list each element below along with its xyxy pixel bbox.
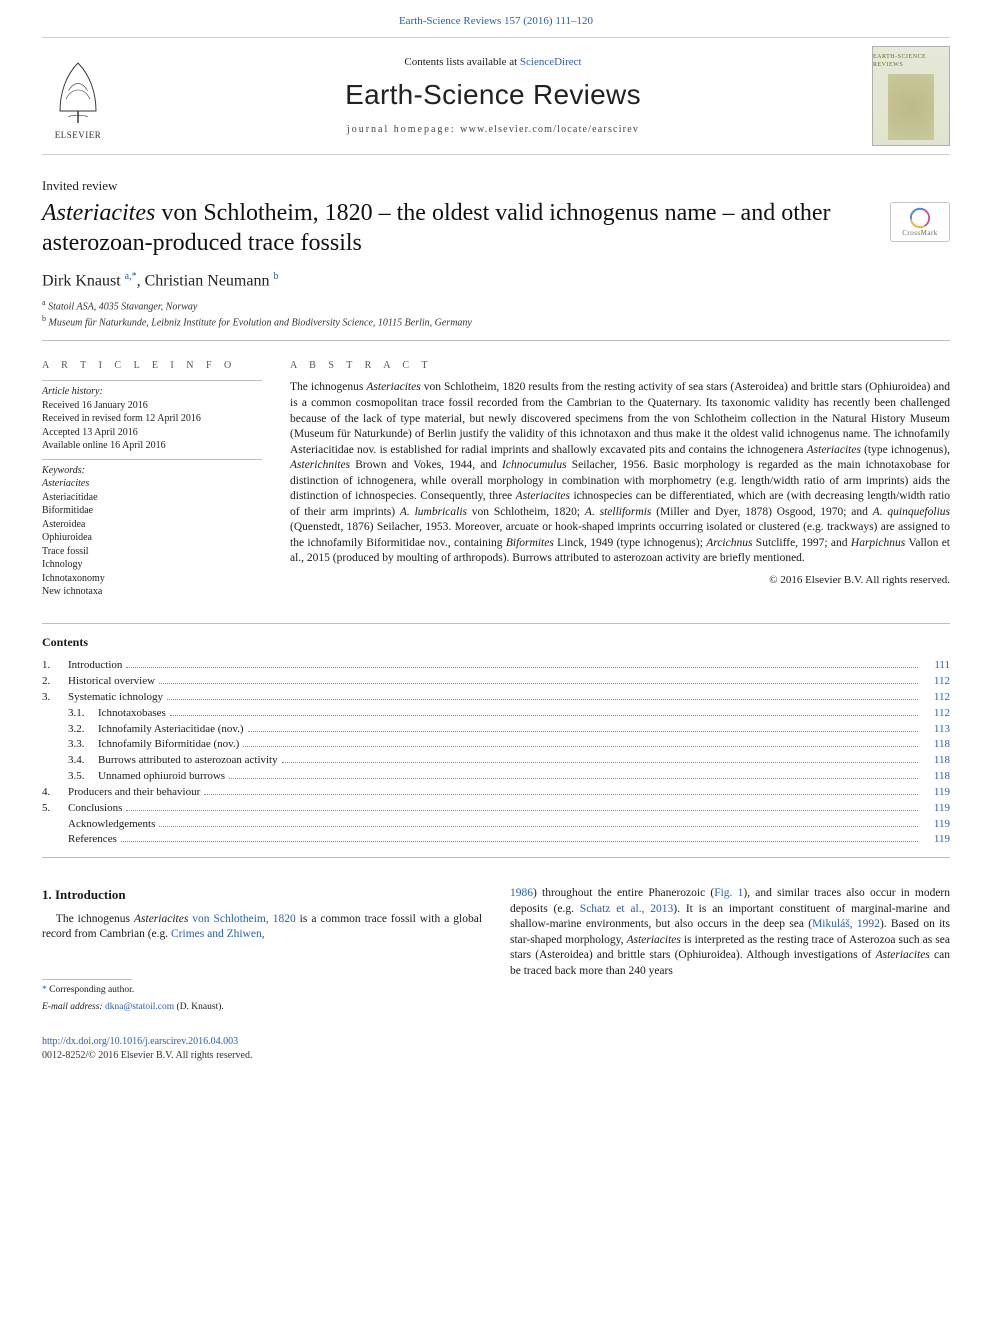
toc-page-link[interactable]: 119	[922, 817, 950, 832]
toc-entry[interactable]: 5.Conclusions119	[42, 801, 950, 816]
article-history-label: Article history:	[42, 385, 262, 399]
toc-entry[interactable]: 3.Systematic ichnology112	[42, 690, 950, 705]
toc-entry[interactable]: Acknowledgements119	[42, 817, 950, 832]
abstract-heading: A B S T R A C T	[290, 359, 950, 373]
keyword: Asteriacitidae	[42, 491, 262, 505]
article-type-label: Invited review	[42, 177, 950, 195]
right-column: 1986) throughout the entire Phanerozoic …	[510, 886, 950, 1013]
toc-page-link[interactable]: 112	[922, 706, 950, 721]
author-email-link[interactable]: dkna@statoil.com	[105, 1002, 174, 1012]
journal-title: Earth-Science Reviews	[114, 76, 872, 114]
journal-cover-thumbnail[interactable]: EARTH-SCIENCE REVIEWS	[872, 46, 950, 146]
toc-entry[interactable]: 2.Historical overview112	[42, 674, 950, 689]
toc-page-link[interactable]: 119	[922, 801, 950, 816]
citation-link[interactable]: 1986	[510, 887, 533, 899]
copyright-line: © 2016 Elsevier B.V. All rights reserved…	[290, 573, 950, 588]
footer: http://dx.doi.org/10.1016/j.earscirev.20…	[42, 1035, 950, 1062]
divider	[42, 623, 950, 624]
publisher-logo[interactable]: ELSEVIER	[42, 51, 114, 141]
article-info-column: A R T I C L E I N F O Article history: R…	[42, 359, 262, 599]
authors-line: Dirk Knaust a,*, Christian Neumann b	[42, 270, 950, 292]
author-affil-sup[interactable]: b	[273, 271, 278, 282]
crossmark-badge[interactable]: CrossMark	[890, 202, 950, 242]
issn-copyright: 0012-8252/© 2016 Elsevier B.V. All right…	[42, 1049, 950, 1063]
keyword: Trace fossil	[42, 545, 262, 559]
keyword: New ichnotaxa	[42, 585, 262, 599]
history-line: Accepted 13 April 2016	[42, 426, 262, 440]
history-line: Received 16 January 2016	[42, 399, 262, 413]
toc-entry[interactable]: 3.1.Ichnotaxobases112	[42, 706, 950, 721]
doi-link[interactable]: http://dx.doi.org/10.1016/j.earscirev.20…	[42, 1035, 950, 1049]
toc-page-link[interactable]: 111	[922, 658, 950, 673]
article-info-heading: A R T I C L E I N F O	[42, 359, 262, 373]
toc-entry[interactable]: 3.3.Ichnofamily Biformitidae (nov.)118	[42, 737, 950, 752]
toc-page-link[interactable]: 119	[922, 832, 950, 847]
publisher-name: ELSEVIER	[55, 129, 102, 141]
left-column: 1. Introduction The ichnogenus Asteriaci…	[42, 886, 482, 1013]
divider	[42, 857, 950, 858]
toc-page-link[interactable]: 118	[922, 753, 950, 768]
citation-link[interactable]: Schatz et al., 2013	[580, 903, 674, 915]
toc-entry[interactable]: 3.4.Burrows attributed to asterozoan act…	[42, 753, 950, 768]
email-line: E-mail address: dkna@statoil.com (D. Kna…	[42, 1001, 482, 1014]
toc-entry[interactable]: 1.Introduction111	[42, 658, 950, 673]
crossmark-icon	[909, 207, 931, 229]
contents-available-line: Contents lists available at ScienceDirec…	[114, 55, 872, 70]
corresponding-author-line: * Corresponding author.	[42, 984, 482, 997]
toc-page-link[interactable]: 118	[922, 737, 950, 752]
header-center: Contents lists available at ScienceDirec…	[114, 55, 872, 137]
toc-page-link[interactable]: 113	[922, 722, 950, 737]
citation-header: Earth-Science Reviews 157 (2016) 111–120	[0, 0, 992, 37]
abstract-column: A B S T R A C T The ichnogenus Asteriaci…	[290, 359, 950, 599]
author-affil-sup[interactable]: a,	[125, 271, 132, 282]
abstract-body: The ichnogenus Asteriacites von Schlothe…	[290, 380, 950, 566]
affiliations: a Statoil ASA, 4035 Stavanger, Norway b …	[42, 298, 950, 330]
citation-link[interactable]: Crimes and Zhiwen,	[171, 928, 265, 940]
journal-homepage-line: journal homepage: www.elsevier.com/locat…	[114, 123, 872, 137]
toc-entry[interactable]: 4.Producers and their behaviour119	[42, 785, 950, 800]
keywords-label: Keywords:	[42, 464, 262, 478]
toc-page-link[interactable]: 119	[922, 785, 950, 800]
toc-heading: Contents	[42, 634, 950, 650]
divider	[42, 459, 262, 460]
citation-link[interactable]: Fig. 1	[714, 887, 743, 899]
divider	[42, 979, 132, 980]
keyword: Ichnotaxonomy	[42, 572, 262, 586]
divider	[42, 340, 950, 341]
affiliation-line: a Statoil ASA, 4035 Stavanger, Norway	[42, 298, 950, 314]
intro-paragraph-right: 1986) throughout the entire Phanerozoic …	[510, 886, 950, 979]
article-title: Asteriacites von Schlotheim, 1820 – the …	[42, 198, 876, 258]
history-line: Received in revised form 12 April 2016	[42, 412, 262, 426]
table-of-contents: Contents 1.Introduction1112.Historical o…	[42, 623, 950, 858]
keyword: Biformitidae	[42, 504, 262, 518]
sciencedirect-link[interactable]: ScienceDirect	[520, 56, 582, 68]
keyword: Ophiuroidea	[42, 531, 262, 545]
history-line: Available online 16 April 2016	[42, 439, 262, 453]
divider	[42, 380, 262, 381]
toc-entry[interactable]: 3.5.Unnamed ophiuroid burrows118	[42, 769, 950, 784]
affiliation-line: b Museum für Naturkunde, Leibniz Institu…	[42, 314, 950, 330]
toc-entry[interactable]: 3.2.Ichnofamily Asteriacitidae (nov.)113	[42, 722, 950, 737]
elsevier-tree-icon	[42, 57, 114, 129]
journal-homepage-link[interactable]: www.elsevier.com/locate/earscirev	[460, 124, 639, 135]
journal-header: ELSEVIER Contents lists available at Sci…	[42, 37, 950, 155]
toc-page-link[interactable]: 112	[922, 690, 950, 705]
keyword: Asteriacites	[42, 477, 262, 491]
intro-paragraph-left: The ichnogenus Asteriacites von Schlothe…	[42, 912, 482, 943]
toc-page-link[interactable]: 118	[922, 769, 950, 784]
citation-link[interactable]: Mikuláš, 1992	[812, 918, 880, 930]
citation-text[interactable]: Earth-Science Reviews 157 (2016) 111–120	[399, 15, 593, 27]
toc-page-link[interactable]: 112	[922, 674, 950, 689]
section-heading: 1. Introduction	[42, 886, 482, 904]
citation-link[interactable]: von Schlotheim, 1820	[192, 913, 295, 925]
toc-entry[interactable]: References119	[42, 832, 950, 847]
keyword: Ichnology	[42, 558, 262, 572]
keyword: Asteroidea	[42, 518, 262, 532]
